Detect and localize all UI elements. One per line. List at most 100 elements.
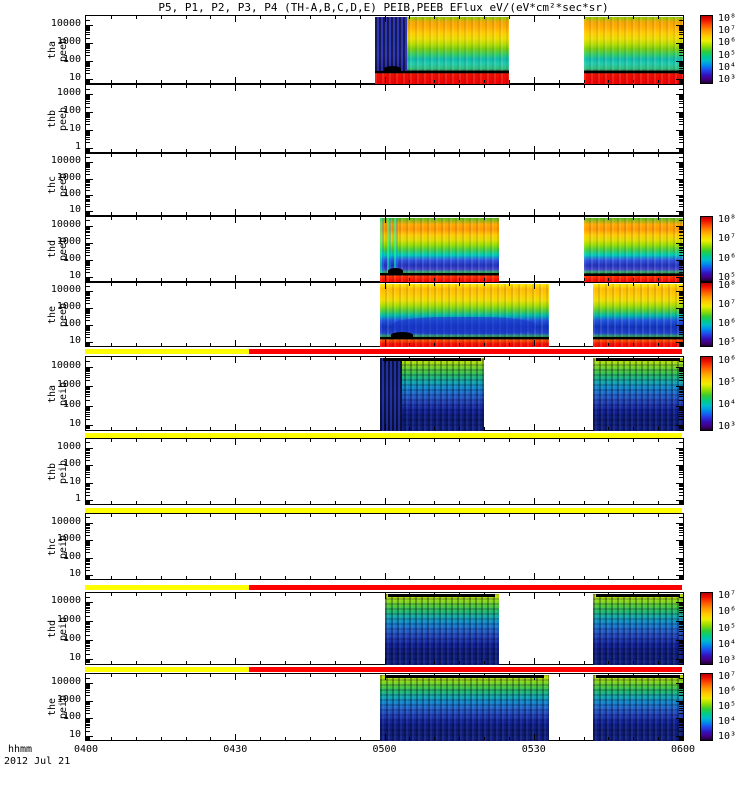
y-minor-tick xyxy=(679,204,683,205)
x-minor-tick xyxy=(160,343,162,346)
y-major-tick xyxy=(86,683,93,684)
x-minor-tick xyxy=(210,278,212,281)
x-minor-tick xyxy=(484,217,485,220)
y-minor-tick xyxy=(86,702,90,703)
colorbar-tick-label: 10⁷ xyxy=(718,671,737,683)
y-minor-tick xyxy=(679,740,683,741)
x-minor-tick xyxy=(160,149,162,152)
x-minor-tick xyxy=(459,343,461,346)
y-minor-tick xyxy=(679,577,683,578)
x-minor-tick xyxy=(110,439,112,442)
y-minor-tick xyxy=(86,206,90,207)
x-minor-tick xyxy=(508,576,510,579)
x-minor-tick xyxy=(409,16,411,19)
y-minor-tick xyxy=(86,48,90,49)
x-minor-tick xyxy=(359,149,361,152)
x-minor-tick xyxy=(260,514,262,517)
x-minor-tick xyxy=(434,343,436,346)
y-minor-tick xyxy=(679,279,683,280)
y-minor-tick xyxy=(86,157,90,158)
y-minor-tick xyxy=(86,486,90,487)
x-minor-tick xyxy=(309,149,311,152)
colorbar-tick-label: 10⁶ xyxy=(718,37,737,49)
x-major-tick xyxy=(533,514,535,520)
y-minor-tick xyxy=(679,627,683,628)
x-minor-tick xyxy=(309,514,311,517)
x-minor-tick xyxy=(210,501,212,504)
x-minor-tick xyxy=(309,343,311,346)
y-minor-tick xyxy=(679,185,683,186)
y-minor-tick xyxy=(679,121,683,122)
x-minor-tick xyxy=(484,674,485,677)
x-minor-tick xyxy=(285,343,286,346)
y-minor-tick xyxy=(679,563,683,564)
x-minor-tick xyxy=(658,343,660,346)
x-minor-tick xyxy=(459,661,461,664)
y-minor-tick xyxy=(679,488,683,489)
y-minor-tick xyxy=(679,334,683,335)
y-minor-tick xyxy=(86,149,90,150)
panel-ylabel-thd-peib: thd peib xyxy=(47,616,69,641)
ytick-label: 10000 xyxy=(50,155,81,167)
y-major-tick xyxy=(86,308,93,309)
mode-bar-row-thc-peib xyxy=(0,508,750,513)
x-minor-tick xyxy=(608,576,610,579)
colorbar-the-peeb xyxy=(700,282,713,347)
y-minor-tick xyxy=(679,410,683,411)
x-minor-tick xyxy=(508,80,510,83)
figure-title: P5, P1, P2, P3, P4 (TH-A,B,C,D,E) PEIB,P… xyxy=(158,1,609,14)
y-minor-tick xyxy=(86,311,90,312)
x-minor-tick xyxy=(633,80,635,83)
x-major-tick xyxy=(384,573,386,579)
y-minor-tick xyxy=(679,101,683,102)
y-minor-tick xyxy=(86,419,90,420)
y-minor-tick xyxy=(679,65,683,66)
y-minor-tick xyxy=(86,407,90,408)
y-minor-tick xyxy=(86,262,90,263)
y-minor-tick xyxy=(86,250,90,251)
y-minor-tick xyxy=(679,311,683,312)
x-minor-tick xyxy=(558,514,560,517)
colorbar-tick-label: 10⁴ xyxy=(718,61,737,73)
y-major-tick xyxy=(86,659,93,660)
y-minor-tick xyxy=(86,524,90,525)
y-minor-tick xyxy=(86,70,90,71)
y-minor-tick xyxy=(86,545,90,546)
y-minor-tick xyxy=(679,722,683,723)
x-minor-tick xyxy=(583,593,585,596)
colorbar-tick-label: 10⁵ xyxy=(718,272,737,284)
x-minor-tick xyxy=(334,278,336,281)
y-minor-tick xyxy=(679,165,683,166)
y-minor-tick xyxy=(679,292,683,293)
x-minor-tick xyxy=(135,661,137,664)
mode-bar-row-thb-peib xyxy=(0,433,750,438)
x-minor-tick xyxy=(285,357,286,360)
x-minor-tick xyxy=(484,514,485,517)
xtick-label: 0400 xyxy=(73,744,99,755)
y-minor-tick xyxy=(679,52,683,53)
x-major-tick xyxy=(533,154,535,160)
y-major-tick xyxy=(676,465,683,466)
y-minor-tick xyxy=(679,407,683,408)
x-minor-tick xyxy=(484,278,485,281)
colorbar-tick-label: 10⁷ xyxy=(718,233,737,245)
x-minor-tick xyxy=(608,80,610,83)
x-minor-tick xyxy=(459,80,461,83)
x-minor-tick xyxy=(160,576,162,579)
y-minor-tick xyxy=(86,604,90,605)
y-minor-tick xyxy=(679,501,683,502)
y-minor-tick xyxy=(86,68,90,69)
y-minor-tick xyxy=(86,544,90,545)
y-minor-tick xyxy=(86,107,90,108)
x-minor-tick xyxy=(210,217,212,220)
x-major-tick xyxy=(235,357,237,363)
ytick-label: 10 xyxy=(68,204,81,216)
x-major-tick xyxy=(533,217,535,223)
x-minor-tick xyxy=(285,283,286,286)
x-major-tick xyxy=(384,357,386,363)
spectrogram-block-the-peib-1 xyxy=(593,675,683,741)
y-minor-tick xyxy=(679,245,683,246)
x-minor-tick xyxy=(135,501,137,504)
x-major-tick xyxy=(235,85,237,91)
